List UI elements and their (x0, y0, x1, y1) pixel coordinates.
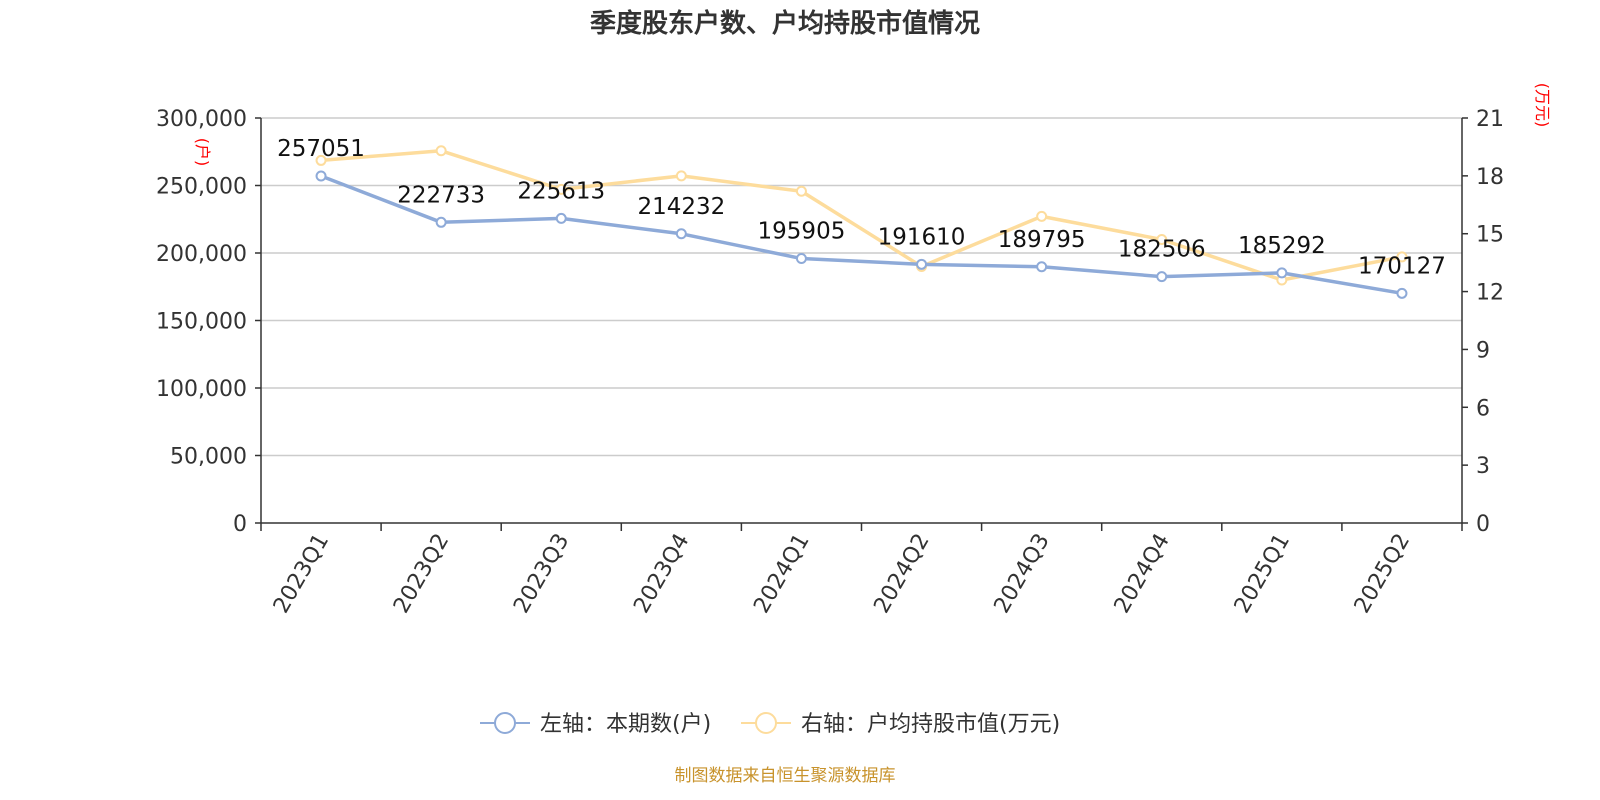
x-axis-tick-label: 2024Q4 (1110, 530, 1175, 618)
source-note: 制图数据来自恒生聚源数据库 (675, 766, 896, 786)
data-point-households (1276, 267, 1288, 279)
data-point-households (795, 253, 807, 265)
left-axis-tick-label: 0 (233, 512, 247, 537)
data-point-value (675, 170, 687, 182)
left-axis-tick-label: 50,000 (170, 445, 247, 470)
data-label: 170127 (1358, 253, 1446, 279)
right-axis-unit: (万元) (1533, 83, 1552, 128)
x-axis-tick-label: 2023Q1 (269, 530, 334, 618)
chart-title: 季度股东户数、户均持股市值情况 (590, 8, 980, 39)
legend[interactable]: 左轴：本期数(户) 右轴：户均持股市值(万元) (480, 712, 1060, 737)
left-axis-tick-label: 100,000 (156, 377, 247, 402)
right-axis-tick-label: 12 (1476, 281, 1504, 306)
data-point-households (315, 170, 327, 182)
legend-marker-households (494, 712, 516, 734)
data-point-households (435, 216, 447, 228)
x-axis-tick-label: 2025Q1 (1230, 530, 1295, 618)
right-axis-tick-label: 3 (1476, 454, 1490, 479)
data-point-households (1036, 261, 1048, 273)
data-label: 222733 (397, 182, 485, 208)
right-axis-tick-label: 0 (1476, 512, 1490, 537)
x-axis-tick-label: 2023Q3 (509, 530, 574, 618)
left-axis-tick-label: 200,000 (156, 242, 247, 267)
left-axis-tick-label: 150,000 (156, 310, 247, 335)
data-label: 214232 (637, 194, 725, 220)
right-axis-tick-label: 9 (1476, 338, 1490, 363)
right-axis-tick-label: 21 (1476, 107, 1504, 132)
legend-label-value: 右轴：户均持股市值(万元) (801, 712, 1060, 737)
data-point-households (916, 258, 928, 270)
data-label: 191610 (878, 224, 966, 250)
x-axis-tick-label: 2025Q2 (1350, 530, 1415, 618)
left-axis-unit: (户) (193, 138, 212, 167)
left-axis-tick-label: 300,000 (156, 107, 247, 132)
data-point-households (1156, 271, 1168, 283)
data-point-value (555, 183, 567, 195)
data-point-value (795, 185, 807, 197)
x-axis-tick-label: 2024Q1 (749, 530, 814, 618)
series-group (315, 145, 1408, 299)
legend-marker-value (755, 712, 777, 734)
data-label: 185292 (1238, 233, 1326, 259)
data-labels: 257051 222733 225613 214232 195905 191610 1897… (277, 136, 1446, 279)
data-label: 195905 (758, 219, 846, 245)
series-line-value (320, 149, 1403, 282)
data-point-value (435, 145, 447, 157)
x-axis-tick-label: 2024Q2 (869, 530, 934, 618)
series-line-households (320, 174, 1403, 296)
data-label: 257051 (277, 136, 365, 162)
legend-item-households[interactable]: 左轴：本期数(户) (480, 712, 711, 737)
data-point-value (1396, 251, 1408, 263)
grid-lines (261, 117, 1462, 457)
data-point-households (1396, 287, 1408, 299)
data-point-households (675, 228, 687, 240)
legend-label-households: 左轴：本期数(户) (540, 712, 711, 737)
data-label: 225613 (517, 178, 605, 204)
x-axis-tick-label: 2023Q4 (629, 530, 694, 618)
x-axis-tick-label: 2023Q2 (389, 530, 454, 618)
data-label: 189795 (998, 227, 1086, 253)
axes: 0 50,000 100,000 150,000 200,000 250,000 300,0… (156, 107, 1504, 618)
right-axis-tick-label: 6 (1476, 396, 1490, 421)
data-point-value (1036, 210, 1048, 222)
x-axis-tick-label: 2024Q3 (990, 530, 1055, 618)
data-label: 182506 (1118, 237, 1206, 263)
data-point-value (1156, 234, 1168, 245)
legend-item-value[interactable]: 右轴：户均持股市值(万元) (741, 712, 1060, 737)
left-axis-tick-label: 250,000 (156, 175, 247, 200)
right-axis-tick-label: 18 (1476, 165, 1504, 190)
right-axis-tick-label: 15 (1476, 223, 1504, 248)
data-point-households (555, 212, 567, 224)
data-point-value (315, 154, 327, 166)
